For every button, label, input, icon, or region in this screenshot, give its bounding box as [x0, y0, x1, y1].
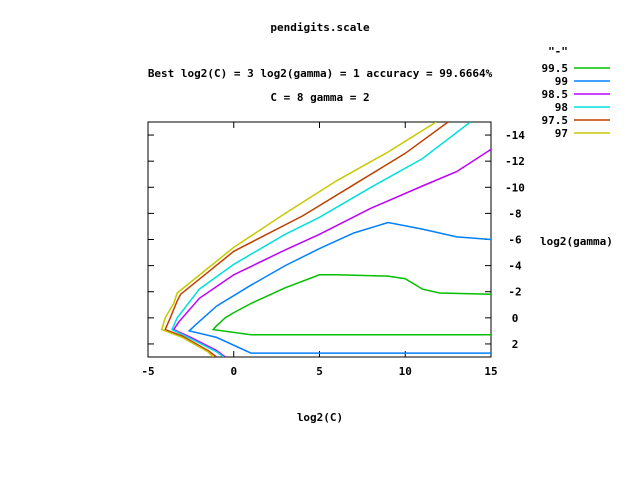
y-axis-label: log2(gamma)	[540, 235, 613, 248]
y-tick-label: -8	[508, 207, 521, 220]
x-axis-label: log2(C)	[297, 411, 343, 424]
legend-label: 97.5	[542, 114, 569, 127]
legend-label: 97	[555, 127, 568, 140]
legend-label: 98	[555, 101, 568, 114]
legend-title: "-"	[548, 45, 568, 58]
y-tick-label: -12	[505, 155, 525, 168]
chart-title: pendigits.scale	[270, 21, 370, 34]
chart-subtitle-best: Best log2(C) = 3 log2(gamma) = 1 accurac…	[148, 67, 493, 80]
series-line-99-5	[211, 274, 491, 336]
x-tick-label: 0	[230, 365, 237, 378]
y-tick-label: 0	[512, 312, 519, 325]
y-tick-label: -14	[505, 129, 525, 142]
series-line-97	[160, 122, 437, 357]
x-tick-label: 10	[399, 365, 412, 378]
plot-area: -5 0 5 10 15 -14 -12 -10 -8 -6 -4 -2 0 2	[141, 121, 525, 378]
legend-label: 99	[555, 75, 568, 88]
x-tick-label: 5	[316, 365, 323, 378]
y-tick-label: -4	[508, 260, 522, 273]
series-line-99	[187, 221, 491, 354]
chart-subtitle-params: C = 8 gamma = 2	[270, 91, 369, 104]
y-tick-label: -10	[505, 181, 525, 194]
x-tick-label: 15	[484, 365, 497, 378]
series-line-97-5	[164, 122, 449, 357]
y-tick-label: -2	[508, 286, 521, 299]
series-line-98	[171, 122, 471, 357]
legend-label: 99.5	[542, 62, 569, 75]
x-tick-label: -5	[141, 365, 154, 378]
legend-label: 98.5	[542, 88, 569, 101]
series-line-98-5	[172, 148, 491, 357]
y-tick-label: -6	[508, 234, 522, 247]
y-tick-label: 2	[512, 338, 519, 351]
